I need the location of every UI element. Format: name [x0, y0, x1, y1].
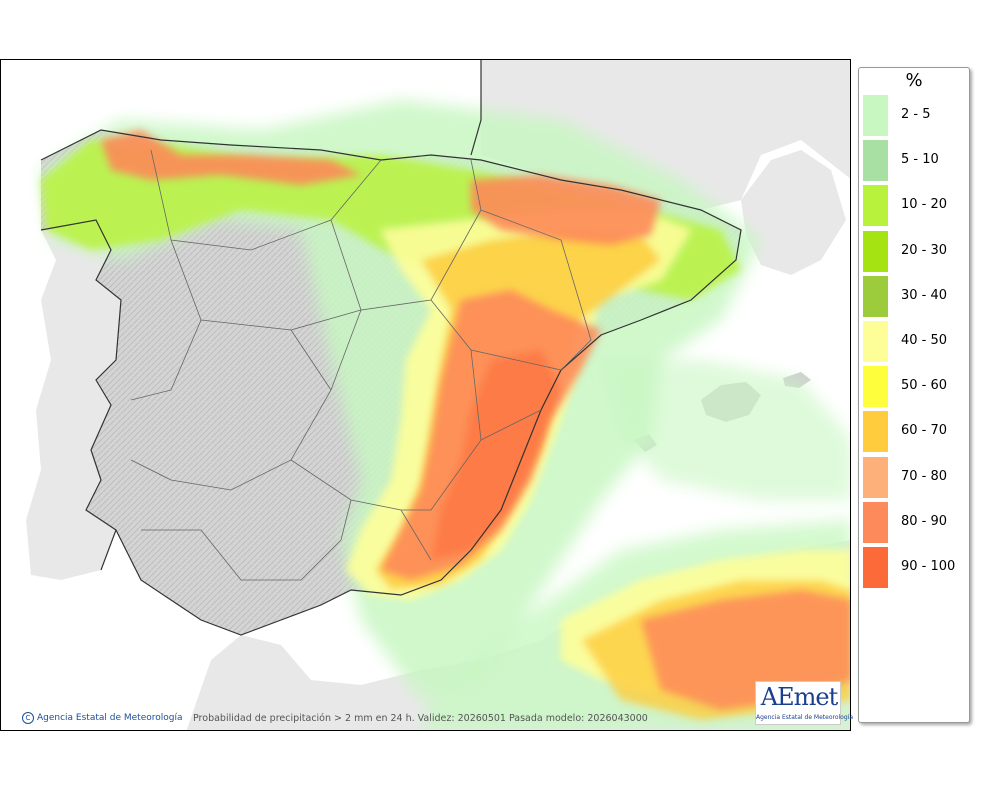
legend-swatch	[863, 366, 888, 408]
legend-swatch	[863, 411, 888, 453]
legend: % 2 - 5 5 - 10 10 - 20 20 - 30 30 - 40 40 - 5…	[858, 67, 970, 723]
legend-label: 2 - 5	[901, 107, 931, 122]
logo-subtext: Agencia Estatal de Meteorología	[756, 714, 853, 721]
legend-item: 2 - 5	[863, 95, 969, 137]
legend-item: 60 - 70	[863, 411, 969, 453]
legend-swatch	[863, 456, 888, 498]
legend-label: 60 - 70	[901, 423, 948, 439]
copyright-icon: C	[22, 712, 34, 724]
legend-item: 20 - 30	[863, 230, 969, 273]
legend-item: 10 - 20	[863, 185, 969, 227]
legend-label: 20 - 30	[901, 242, 948, 258]
legend-label: 10 - 20	[901, 197, 948, 213]
map-caption: Probabilidad de precipitación > 2 mm en …	[193, 713, 648, 724]
legend-item: 5 - 10	[863, 140, 969, 182]
legend-swatch	[863, 95, 888, 136]
logo-text: AEmet	[760, 683, 838, 711]
legend-swatch	[863, 275, 888, 317]
legend-label: 90 - 100	[901, 559, 956, 574]
credit-text: Agencia Estatal de Meteorología	[37, 713, 183, 723]
aemet-logo: AEmet Agencia Estatal de Meteorología	[755, 681, 853, 725]
legend-item: 80 - 90	[863, 501, 969, 544]
legend-swatch	[863, 185, 888, 227]
legend-swatch	[863, 140, 888, 182]
legend-item: 50 - 60	[863, 366, 969, 408]
legend-item: 90 - 100	[863, 547, 969, 589]
legend-swatch	[863, 230, 888, 272]
legend-label: 5 - 10	[901, 152, 939, 168]
legend-item: 30 - 40	[863, 275, 969, 318]
legend-label: 70 - 80	[901, 468, 948, 484]
legend-item: 40 - 50	[863, 321, 969, 363]
precipitation-probability-map	[0, 59, 851, 731]
legend-item: 70 - 80	[863, 456, 969, 499]
legend-swatch	[863, 547, 888, 588]
borders	[40, 60, 742, 636]
legend-label: 50 - 60	[901, 378, 948, 394]
legend-label: 40 - 50	[901, 333, 948, 348]
legend-swatch	[863, 321, 888, 362]
legend-label: 30 - 40	[901, 287, 948, 303]
legend-title: %	[905, 70, 923, 91]
agency-credit: C Agencia Estatal de Meteorología	[22, 712, 183, 724]
map-canvas	[1, 60, 850, 730]
portugal-land	[26, 220, 121, 580]
legend-label: 80 - 90	[901, 513, 948, 529]
sardinia-land	[741, 150, 846, 275]
legend-swatch	[863, 501, 888, 543]
